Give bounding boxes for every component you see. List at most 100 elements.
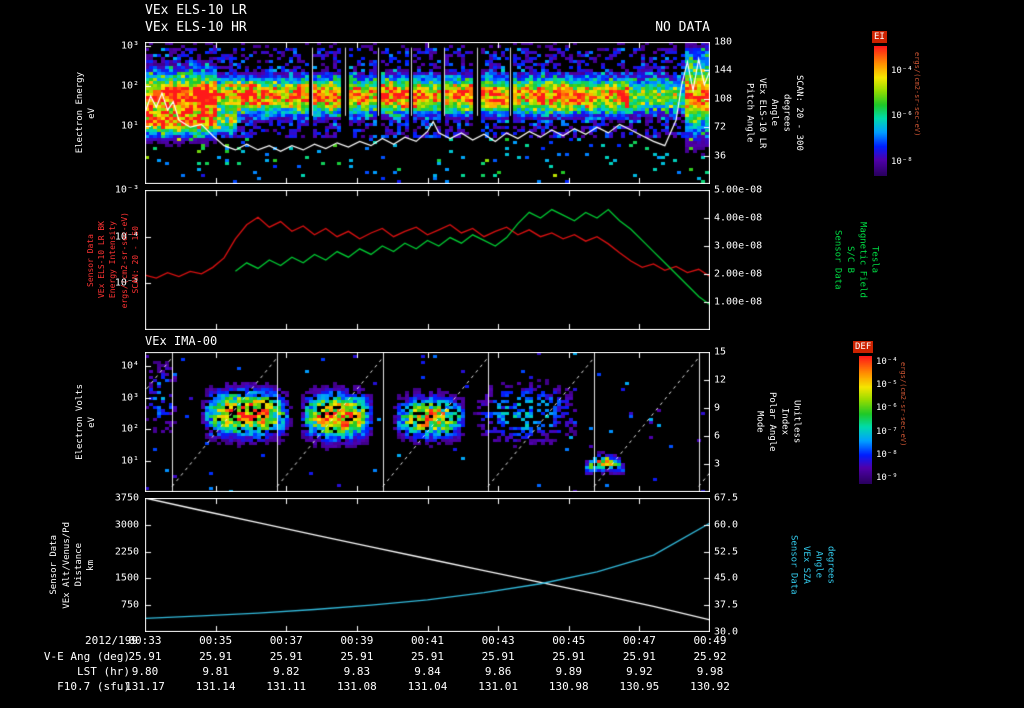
table-cell: 9.98: [696, 665, 724, 678]
panel3-left-axis-label: Electron Volts eV: [70, 352, 102, 492]
axis-label-line: Distance: [74, 543, 84, 587]
colorbar-tick-label: 10⁻⁵: [876, 380, 898, 391]
colorbar-tick-label: 10⁻⁶: [891, 111, 913, 122]
axis-label-line: eV: [87, 416, 97, 428]
table-cell: 25.91: [128, 650, 162, 663]
y-axis-tick-label: 15: [714, 346, 727, 358]
panel1-right-axis-label: Pitch Angle VEx ELS-10 LR Angle degrees SCAN…: [742, 42, 806, 184]
time-tick-label: 00:45: [552, 634, 586, 647]
table-cell: 25.91: [340, 650, 374, 663]
table-cell: 25.91: [552, 650, 586, 663]
ei-colorbar-tag: EI: [872, 31, 887, 43]
y-axis-tick-label: 9: [714, 402, 721, 414]
time-tick-label: 00:47: [622, 634, 656, 647]
y-axis-tick-label: 10³: [120, 40, 139, 52]
panel3-title: VEx IMA-00: [145, 334, 218, 348]
axis-label-line: Magnetic Field: [857, 222, 868, 298]
y-axis-tick-label: 3750: [114, 492, 139, 504]
y-axis-tick-label: 5.00e-08: [714, 184, 763, 196]
axis-label-line: Polar Angle: [767, 392, 777, 452]
intensity-bfield-canvas: [145, 190, 710, 330]
def-colorbar-units: ergs/(cm2-sr-sec-eV): [899, 362, 907, 447]
table-cell: 25.91: [481, 650, 515, 663]
y-axis-tick-label: 30.0: [714, 626, 739, 638]
table-cell: 131.11: [266, 680, 307, 693]
table-cell: 9.83: [343, 665, 371, 678]
axis-label-line: Electron Volts: [74, 384, 85, 460]
y-axis-tick-label: 108: [714, 93, 733, 105]
els-spectrogram-canvas: [145, 42, 710, 184]
y-axis-tick-label: 10³: [120, 392, 139, 403]
table-row-label: LST (hr): [77, 665, 130, 678]
table-cell: 130.95: [619, 680, 660, 693]
def-colorbar: [859, 356, 872, 484]
table-row-label: F10.7 (sfu): [57, 680, 130, 693]
y-axis-tick-label: 10⁻⁵: [114, 277, 139, 289]
y-axis-tick-label: 67.5: [714, 492, 739, 504]
y-axis-tick-label: 180: [714, 36, 733, 48]
axis-label-line: degrees: [781, 94, 792, 132]
table-cell: 131.08: [337, 680, 377, 693]
panel4-left-axis-label: Sensor Data VEx Alt/Venus/Pd Distance km: [44, 498, 102, 632]
colorbar-tick-label: 10⁻⁶: [876, 403, 898, 414]
table-cell: 25.92: [693, 650, 727, 663]
table-cell: 131.14: [195, 680, 236, 693]
axis-label-line: Unitless: [791, 400, 802, 444]
axis-label-line: VEx SZA: [801, 546, 811, 584]
colorbar-tick-label: 10⁻⁸: [891, 156, 913, 167]
axis-label-line: Electron Energy: [74, 72, 85, 154]
y-axis-tick-label: 45.0: [714, 572, 739, 584]
y-axis-tick-label: 1500: [114, 572, 139, 584]
table-cell: 25.91: [269, 650, 303, 663]
axis-label-line: Angle: [769, 99, 780, 127]
table-cell: 25.91: [622, 650, 656, 663]
table-cell: 9.84: [414, 665, 441, 678]
axis-label-line: Pitch Angle: [744, 83, 755, 143]
table-cell: 25.91: [410, 650, 445, 663]
y-axis-tick-label: 36: [714, 150, 727, 162]
plot-title-line1: VEx ELS-10 LR: [145, 3, 247, 18]
time-tick-label: 00:43: [481, 634, 515, 647]
panel2-right-axis-label: Sensor Data S/C B Magnetic Field Tesla: [830, 190, 882, 330]
axis-label-line: S/C B: [845, 246, 855, 274]
table-row-label: V-E Ang (deg): [43, 650, 130, 663]
time-tick-label: 00:37: [269, 634, 303, 647]
time-tick-label: 00:35: [199, 634, 233, 647]
y-axis-tick-label: 37.5: [714, 599, 739, 611]
y-axis-tick-label: 12: [714, 374, 727, 386]
axis-label-line: VEx ELS-10 LR: [756, 77, 767, 149]
axis-label-line: Tesla: [869, 246, 880, 274]
no-data-label: NO DATA: [655, 20, 710, 35]
axis-label-line: Index: [779, 408, 790, 436]
table-cell: 131.17: [125, 680, 165, 693]
ima-spectrogram-canvas: [145, 352, 710, 492]
y-axis-tick-label: 10¹: [120, 120, 139, 132]
axis-label-line: km: [86, 559, 97, 571]
ei-colorbar-units: ergs/(cm2-sr-sec-eV): [913, 52, 921, 137]
time-tick-label: 00:33: [128, 634, 162, 647]
axis-label-line: degrees: [825, 546, 836, 584]
panel3-right-axis-label: Mode Polar Angle Index Unitless: [752, 352, 804, 492]
plot-title-line2: VEx ELS-10 HR: [145, 20, 247, 35]
y-axis-tick-label: 10⁴: [120, 360, 139, 372]
axis-label-line: eV: [87, 107, 97, 119]
table-cell: 130.92: [690, 680, 730, 693]
y-axis-tick-label: 2250: [114, 546, 139, 558]
y-axis-tick-label: 72: [714, 121, 727, 133]
y-axis-tick-label: 1.00e-08: [714, 296, 763, 308]
altitude-sza-canvas: [145, 498, 710, 632]
table-cell: 9.80: [131, 665, 159, 678]
time-tick-label: 00:39: [340, 634, 374, 647]
date-label: 2012/199: [85, 634, 138, 647]
y-axis-tick-label: 750: [120, 599, 139, 611]
table-cell: 9.92: [626, 665, 653, 678]
y-axis-tick-label: 3000: [114, 519, 139, 531]
y-axis-tick-label: 10¹: [120, 455, 139, 466]
panel2-left-axis-label: Sensor Data VEx ELS-10 LR BK Energy Intens…: [86, 190, 140, 330]
y-axis-tick-label: 144: [714, 64, 733, 76]
axis-label-line: Angle: [813, 551, 824, 579]
colorbar-tick-label: 10⁻⁴: [876, 357, 898, 368]
def-colorbar-tag: DEF: [853, 341, 874, 353]
axis-label-line: SCAN: 20 - 300: [793, 75, 804, 151]
